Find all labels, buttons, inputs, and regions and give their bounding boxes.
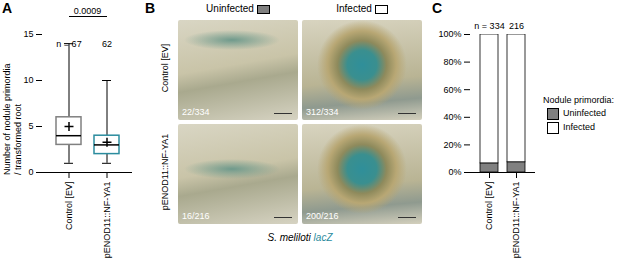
html-text:Uninfected: Uninfected xyxy=(563,108,606,119)
html-text:Nodule primordia:: Nodule primordia: xyxy=(543,95,614,105)
html-text:Infected: Infected xyxy=(336,3,372,14)
html-text:22/334: 22/334 xyxy=(182,107,210,117)
svg-text:pENOD11::NF-YA1: pENOD11::NF-YA1 xyxy=(511,182,521,258)
html-text:Uninfected: Uninfected xyxy=(206,3,254,14)
svg-text:15: 15 xyxy=(23,29,33,39)
svg-text:10: 10 xyxy=(23,75,33,85)
svg-text:20%: 20% xyxy=(443,140,461,150)
html-text:312/334: 312/334 xyxy=(306,107,339,117)
svg-text:62: 62 xyxy=(102,39,112,49)
svg-text:40%: 40% xyxy=(443,112,461,122)
html-text:C: C xyxy=(432,0,443,16)
svg-text:Control [EV]: Control [EV] xyxy=(484,182,494,231)
html-text:Control [EV]: Control [EV] xyxy=(160,43,170,93)
html-text:B: B xyxy=(145,0,156,16)
html-text:A: A xyxy=(2,0,13,16)
svg-text:0.0009: 0.0009 xyxy=(74,6,102,16)
svg-text:216: 216 xyxy=(509,21,524,31)
svg-text:100%: 100% xyxy=(438,29,461,39)
html-text:Number of nodule primordia: Number of nodule primordia xyxy=(2,63,12,175)
svg-text:0: 0 xyxy=(28,167,33,177)
html-text:16/216: 16/216 xyxy=(182,211,210,221)
html-text:Infected: Infected xyxy=(563,122,595,133)
svg-text:5: 5 xyxy=(28,121,33,131)
svg-text:80%: 80% xyxy=(443,57,461,67)
html-text:200/216: 200/216 xyxy=(306,211,339,221)
svg-text:0%: 0% xyxy=(448,167,461,177)
svg-text:pENOD11::NF-YA1: pENOD11::NF-YA1 xyxy=(102,182,112,258)
svg-text:n = 67: n = 67 xyxy=(56,39,81,49)
svg-text:Control [EV]: Control [EV] xyxy=(64,182,74,231)
svg-text:n = 334: n = 334 xyxy=(474,21,504,31)
svg-text:60%: 60% xyxy=(443,85,461,95)
html-text:pENOD11::NF-YA1: pENOD11::NF-YA1 xyxy=(160,133,170,211)
html-text:S. meliloti lacZ: S. meliloti lacZ xyxy=(267,232,333,243)
html-text:/ transformed root: / transformed root xyxy=(13,104,23,175)
